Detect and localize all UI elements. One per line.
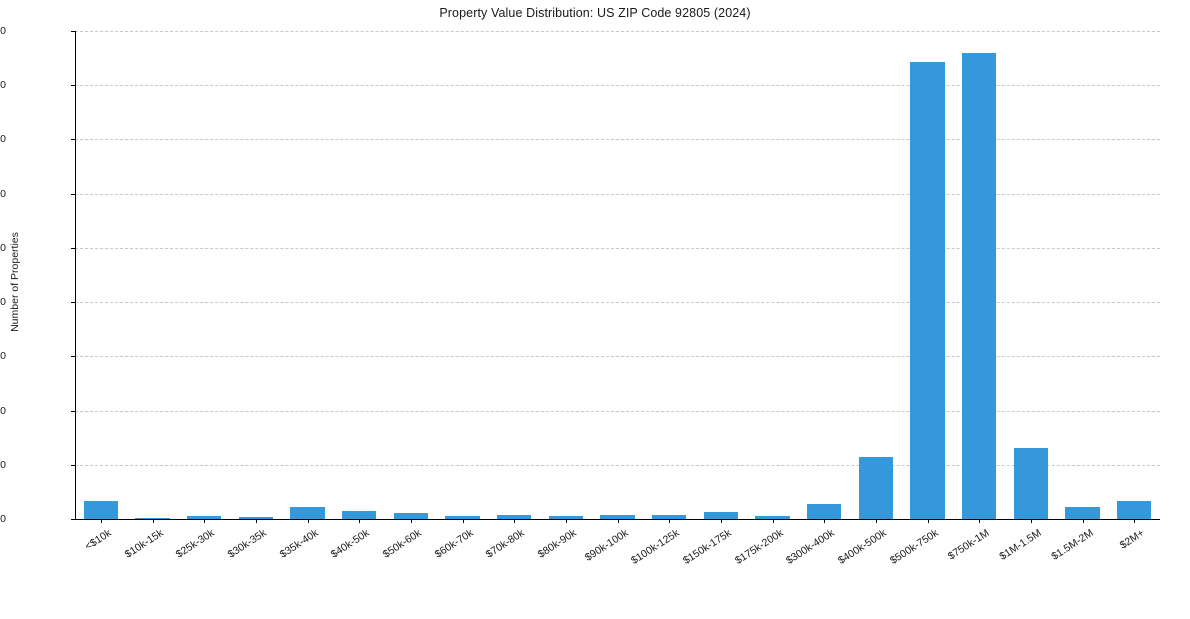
gridline — [75, 464, 1160, 466]
bar — [755, 515, 790, 519]
x-tick-mark — [255, 519, 257, 523]
bar-series — [75, 31, 1160, 519]
chart-figure: Property Value Distribution: US ZIP Code… — [0, 6, 1160, 567]
y-tick-mark — [71, 247, 75, 249]
y-tick-mark — [71, 193, 75, 195]
y-axis-line — [75, 31, 76, 519]
gridline — [75, 139, 1160, 141]
bar — [652, 514, 687, 519]
x-tick-mark — [359, 519, 361, 523]
x-tick-mark — [152, 519, 154, 523]
chart-title: Property Value Distribution: US ZIP Code… — [439, 6, 751, 20]
y-tick-label: 2,800 — [0, 133, 6, 146]
y-tick-label: 3,200 — [0, 79, 6, 92]
bar — [393, 512, 428, 519]
bar — [910, 61, 945, 519]
gridline — [75, 85, 1160, 87]
bar — [1117, 500, 1152, 519]
bar — [858, 457, 893, 519]
x-tick-mark — [410, 519, 412, 523]
y-tick-mark — [71, 85, 75, 87]
x-tick-mark — [462, 519, 464, 523]
bar — [548, 515, 583, 519]
y-tick-mark — [71, 519, 75, 520]
y-tick-mark — [71, 410, 75, 412]
bar — [445, 515, 480, 519]
y-tick-mark — [71, 464, 75, 466]
y-tick-label: 2,000 — [0, 241, 6, 254]
x-tick-mark — [565, 519, 567, 523]
bar — [1065, 507, 1100, 519]
y-tick-mark — [71, 139, 75, 141]
x-tick-mark — [720, 519, 722, 523]
bar — [83, 500, 118, 519]
bar — [187, 515, 222, 519]
x-tick-mark — [772, 519, 774, 523]
plot-area — [75, 31, 1160, 519]
gridline — [75, 410, 1160, 412]
y-tick-label: 400 — [0, 458, 6, 471]
x-tick-mark — [927, 519, 929, 523]
gridline — [75, 247, 1160, 249]
bar — [807, 504, 842, 519]
x-tick-mark — [1030, 519, 1032, 523]
y-axis-label: Number of Properties — [9, 232, 21, 332]
x-tick-mark — [204, 519, 206, 523]
x-tick-mark — [1082, 519, 1084, 523]
gridline — [75, 193, 1160, 195]
y-tick-label: 1,600 — [0, 296, 6, 309]
x-tick-mark — [514, 519, 516, 523]
x-tick-mark — [1134, 519, 1136, 523]
bar — [600, 514, 635, 519]
gridline — [75, 31, 1160, 32]
gridlines — [75, 31, 1160, 519]
x-tick-mark — [669, 519, 671, 523]
x-tick-mark — [307, 519, 309, 523]
y-tick-mark — [71, 356, 75, 358]
y-tick-mark — [71, 31, 75, 32]
y-tick-label: 3,600 — [0, 25, 6, 37]
gridline — [75, 302, 1160, 304]
gridline — [75, 356, 1160, 358]
y-tick-label: 800 — [0, 404, 6, 417]
bar — [1013, 447, 1048, 519]
y-tick-mark — [71, 302, 75, 304]
bar — [962, 52, 997, 519]
x-tick-mark — [824, 519, 826, 523]
bar — [290, 507, 325, 519]
bar — [342, 510, 377, 519]
x-tick-mark — [875, 519, 877, 523]
bar — [497, 514, 532, 519]
y-tick-label: 1,200 — [0, 350, 6, 363]
y-tick-label: 2,400 — [0, 187, 6, 200]
x-tick-mark — [100, 519, 102, 523]
x-tick-mark — [979, 519, 981, 523]
bar — [703, 512, 738, 519]
y-tick-label: 0 — [0, 513, 6, 525]
x-tick-mark — [617, 519, 619, 523]
bar — [135, 518, 170, 519]
bar — [238, 516, 273, 519]
